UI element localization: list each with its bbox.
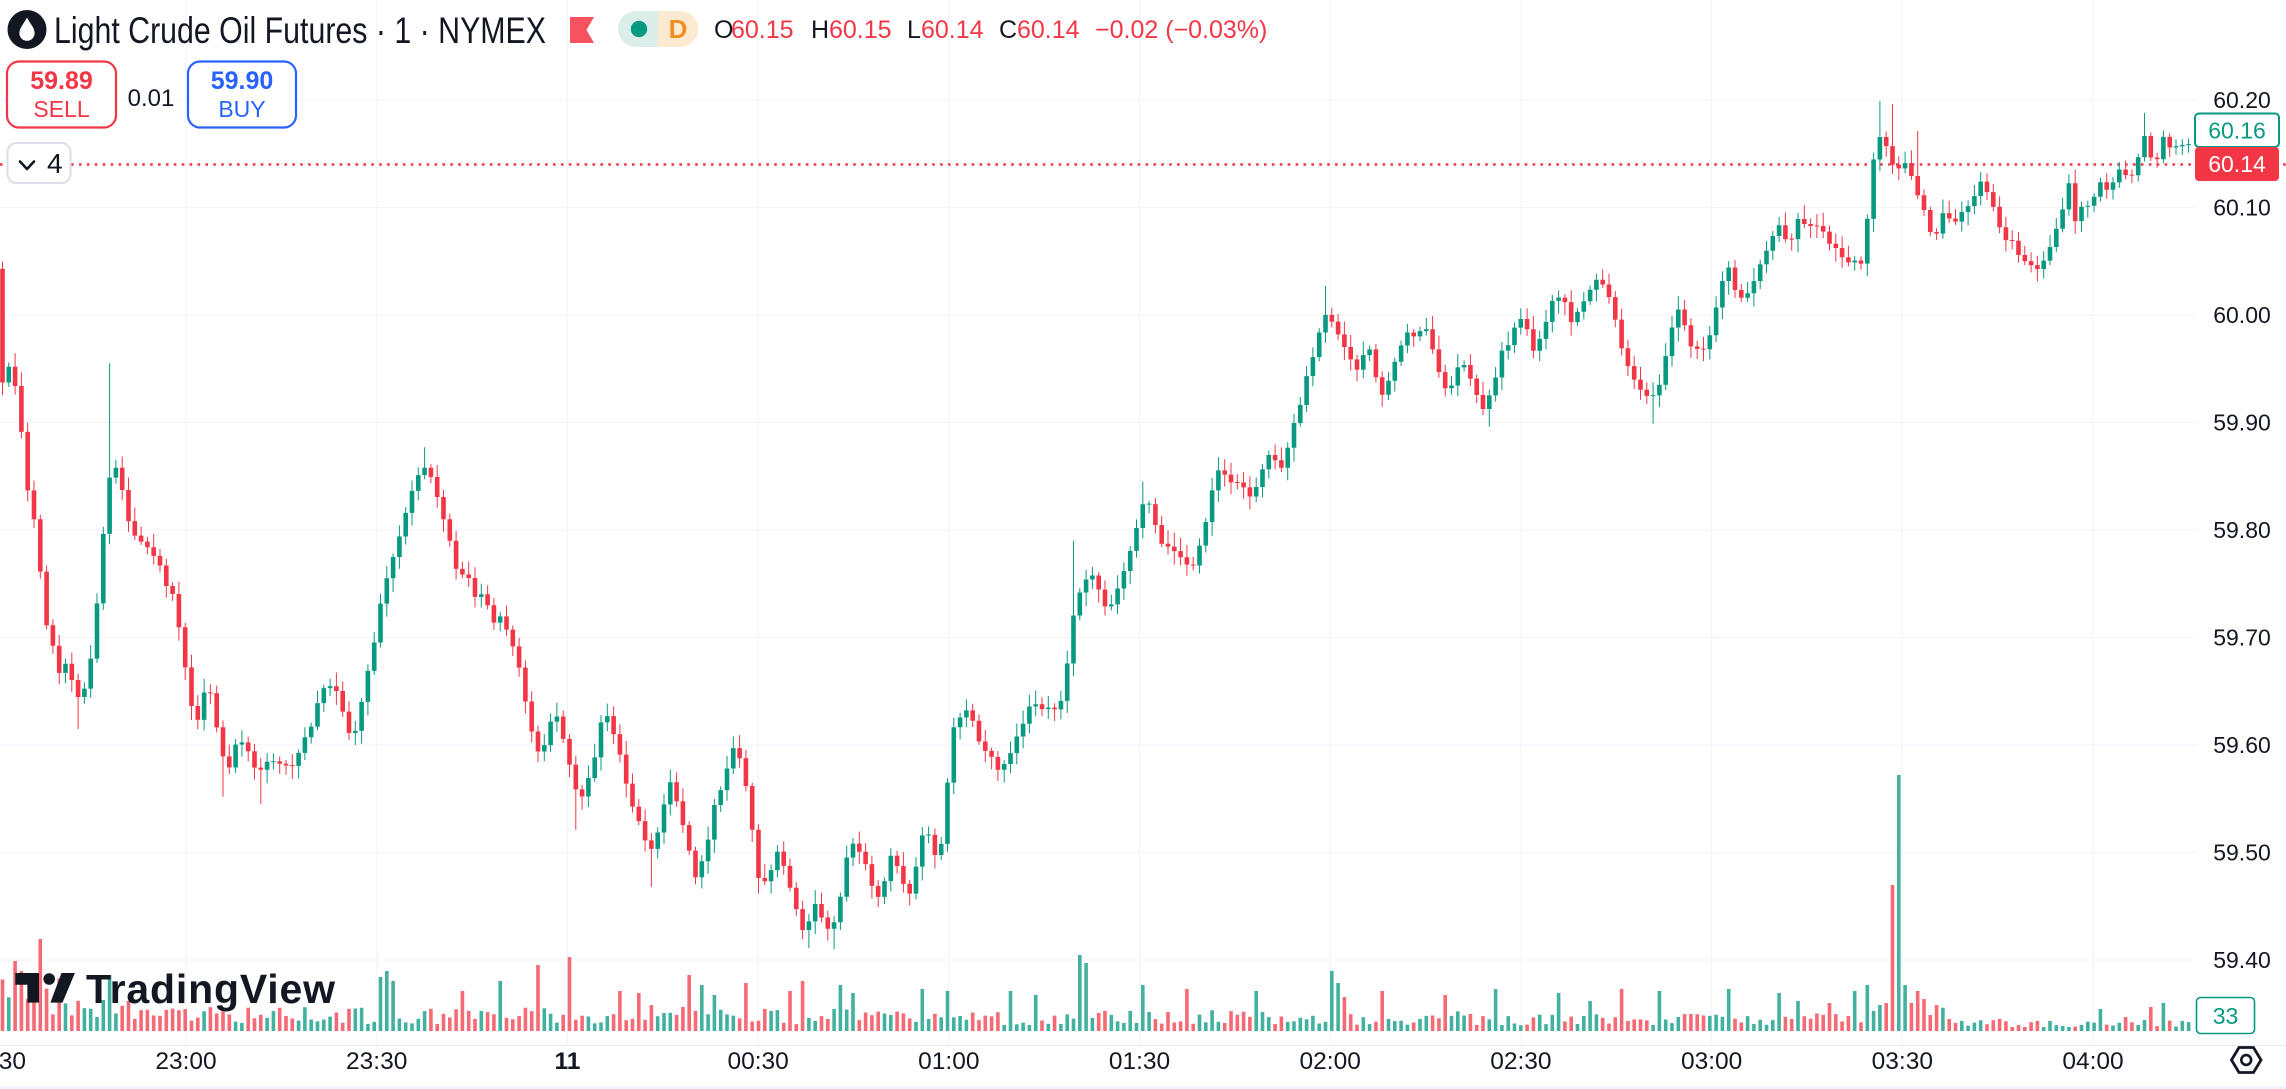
svg-text:23:30: 23:30	[346, 1048, 407, 1075]
svg-text:59.90: 59.90	[211, 67, 274, 95]
svg-text:59.50: 59.50	[2213, 840, 2271, 866]
svg-text:59.90: 59.90	[2213, 410, 2271, 436]
svg-text:TradingView: TradingView	[86, 966, 335, 1012]
svg-text:0.01: 0.01	[128, 85, 175, 112]
svg-text:59.89: 59.89	[30, 67, 93, 95]
svg-text:60.15: 60.15	[829, 16, 892, 44]
svg-text:02:30: 02:30	[1490, 1048, 1551, 1075]
svg-text:60.00: 60.00	[2213, 302, 2271, 328]
svg-text:59.40: 59.40	[2213, 947, 2271, 973]
svg-text:01:00: 01:00	[918, 1048, 979, 1075]
svg-text:11: 11	[554, 1048, 580, 1075]
svg-text:33: 33	[2213, 1003, 2239, 1029]
svg-text:C: C	[999, 16, 1017, 44]
svg-text:60.16: 60.16	[2208, 118, 2266, 144]
svg-text:22:30: 22:30	[0, 1048, 26, 1075]
svg-text:60.20: 60.20	[2213, 87, 2271, 113]
svg-text:59.80: 59.80	[2213, 517, 2271, 543]
svg-text:59.70: 59.70	[2213, 625, 2271, 651]
svg-text:60.14: 60.14	[921, 16, 984, 44]
svg-text:−0.02 (−0.03%): −0.02 (−0.03%)	[1095, 16, 1267, 44]
svg-text:00:30: 00:30	[727, 1048, 788, 1075]
svg-text:D: D	[669, 14, 688, 44]
svg-text:L: L	[907, 16, 921, 44]
svg-text:O: O	[714, 16, 733, 44]
svg-text:03:30: 03:30	[1872, 1048, 1933, 1075]
svg-text:Light Crude Oil Futures · 1 ·: Light Crude Oil Futures · 1 · NYMEX	[54, 10, 546, 51]
svg-text:02:00: 02:00	[1300, 1048, 1361, 1075]
svg-text:4: 4	[47, 148, 63, 179]
svg-text:23:00: 23:00	[155, 1048, 216, 1075]
svg-text:BUY: BUY	[218, 96, 265, 122]
svg-text:04:00: 04:00	[2062, 1048, 2123, 1075]
svg-text:60.14: 60.14	[2208, 151, 2266, 177]
svg-text:SELL: SELL	[33, 96, 89, 122]
svg-text:H: H	[811, 16, 829, 44]
svg-text:59.60: 59.60	[2213, 732, 2271, 758]
svg-text:60.10: 60.10	[2213, 195, 2271, 221]
svg-text:60.15: 60.15	[731, 16, 794, 44]
svg-text:03:00: 03:00	[1681, 1048, 1742, 1075]
svg-text:60.14: 60.14	[1017, 16, 1080, 44]
svg-text:01:30: 01:30	[1109, 1048, 1170, 1075]
